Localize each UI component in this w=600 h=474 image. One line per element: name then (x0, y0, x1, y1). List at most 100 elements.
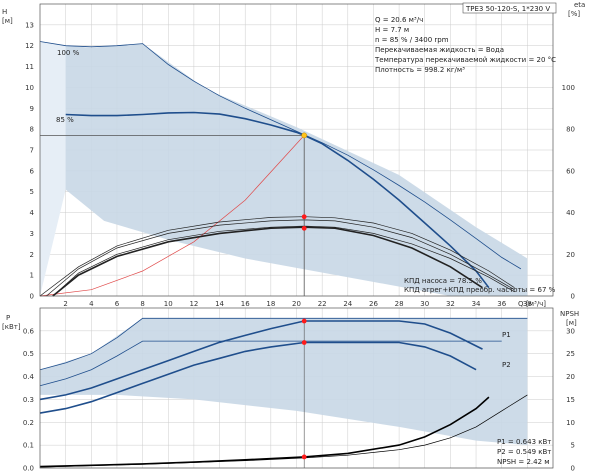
power-envelope (40, 318, 528, 446)
info-p1: P1 = 0.643 кВт (497, 438, 551, 446)
power-marker (301, 318, 307, 324)
eta-axis-unit: [%] (568, 10, 580, 18)
series-label-p2: P2 (502, 361, 511, 369)
power-tick-label: 0.0 (23, 465, 34, 473)
power-marker (301, 340, 307, 345)
head-tick-label: 10 (25, 84, 34, 92)
head-axis-unit: [м] (2, 17, 13, 25)
flow-tick-label: 36 (497, 300, 506, 308)
power-tick-label: 0.1 (23, 442, 34, 450)
flow-tick-label: 2 (63, 300, 67, 308)
eta-tick-label: 0 (571, 293, 575, 301)
head-tick-label: 7 (30, 147, 34, 155)
info-liquid: Перекачиваемая жидкость = Вода (375, 46, 504, 54)
head-tick-label: 6 (30, 167, 35, 175)
npsh-curve (39, 394, 528, 468)
eta-tick-label: 100 (562, 84, 575, 92)
power-tick-label: 0.3 (23, 396, 34, 404)
flow-tick-label: 38 (523, 300, 532, 308)
power-panel: 0.0 0.1 0.2 0.3 0.4 0.5 0.6 0 5 10 15 20 25 30 P [кВт… (2, 307, 579, 473)
series-label-p1: P1 (502, 331, 511, 339)
eta-tick-label: 40 (566, 209, 575, 217)
duty-point-marker (301, 132, 308, 139)
head-tick-label: 8 (30, 126, 34, 134)
npsh-axis-unit: [м] (566, 319, 577, 327)
npsh-axis-label: NPSH (560, 310, 579, 318)
info-p2: P2 = 0.549 кВт (497, 448, 551, 456)
efficiency-marker (301, 225, 307, 231)
head-ticks: 2 4 6 8 10 12 14 16 18 20 22 24 26 28 30 32 34 36 38012345… (25, 21, 575, 308)
head-tick-label: 13 (25, 21, 34, 29)
eta-tick-label: 60 (566, 167, 575, 175)
flow-tick-label: 22 (318, 300, 327, 308)
curve-label-85: 85 % (56, 116, 74, 124)
curve-label-100: 100 % (57, 49, 80, 57)
head-tick-label: 5 (30, 188, 34, 196)
npsh-tick-label: 0 (571, 465, 575, 473)
power-tick-label: 0.6 (23, 327, 35, 335)
efficiency-curve (52, 226, 483, 297)
flow-tick-label: 18 (266, 300, 275, 308)
flow-tick-label: 10 (164, 300, 173, 308)
flow-tick-label: 14 (215, 300, 224, 308)
flow-tick-label: 24 (343, 300, 352, 308)
flow-tick-label: 26 (369, 300, 378, 308)
flow-tick-label: 12 (189, 300, 198, 308)
power-axis-unit: [кВт] (2, 323, 21, 331)
info-speed: n = 85 % / 3400 rpm (375, 36, 449, 44)
power-curve (39, 317, 528, 371)
head-tick-label: 9 (30, 105, 34, 113)
npsh-marker (301, 454, 307, 460)
info-density: Плотность = 998.2 кг/м³ (375, 66, 465, 74)
info-flow: Q = 20.6 м³/ч (375, 16, 423, 24)
power-envelope-area (40, 318, 528, 446)
power-curve (39, 340, 502, 387)
eta-tick-label: 80 (566, 126, 575, 134)
head-curves (39, 41, 522, 297)
npsh-tick-label: 20 (566, 373, 575, 381)
model-name: TPE3 50-120-S, 1*230 V (465, 5, 550, 13)
flow-tick-label: 8 (140, 300, 144, 308)
flow-tick-label: 16 (241, 300, 250, 308)
system-curve (39, 135, 305, 297)
npsh-tick-label: 15 (566, 396, 575, 404)
flow-tick-label: 34 (472, 300, 481, 308)
power-tick-label: 0.4 (23, 373, 35, 381)
flow-axis-label: Q (518, 300, 524, 308)
power-axis-label: P (6, 314, 10, 322)
flow-tick-label: 6 (115, 300, 120, 308)
npsh-tick-label: 25 (566, 350, 575, 358)
head-tick-label: 0 (30, 293, 34, 301)
eta-axis-label: eta (574, 1, 585, 9)
power-plot-frame (39, 307, 554, 469)
power-tick-label: 0.5 (23, 350, 34, 358)
info-temperature: Температура перекачиваемой жидкости = 20… (374, 56, 556, 64)
power-curve (39, 320, 483, 401)
head-axis-label: H (2, 8, 7, 16)
head-tick-label: 2 (30, 251, 34, 259)
head-plot-frame (39, 3, 554, 297)
head-panel: 2 4 6 8 10 12 14 16 18 20 22 24 26 28 30 32 34 36 38012345… (2, 1, 585, 308)
head-tick-label: 11 (25, 63, 34, 71)
unit-efficiency-text: КПД агрег+КПД преобр. частоты = 67 % (404, 286, 556, 294)
model-box (462, 2, 557, 14)
power-tick-label: 0.2 (23, 419, 34, 427)
head-tick-label: 3 (30, 230, 34, 238)
npsh-tick-label: 30 (566, 327, 575, 335)
info-npsh: NPSH = 2.42 м (497, 458, 550, 466)
npsh-curve (39, 396, 490, 468)
power-ticks: 0.0 0.1 0.2 0.3 0.4 0.5 0.6 0 5 10 15 20 25 30 (23, 327, 575, 472)
head-envelope-light-area (40, 41, 66, 296)
flow-tick-label: 28 (395, 300, 404, 308)
flow-tick-label: 30 (420, 300, 429, 308)
eta-tick-label: 20 (566, 251, 575, 259)
info-head: H = 7.7 м (375, 26, 409, 34)
pump-efficiency-text: КПД насоса = 78.5 % (404, 277, 482, 285)
head-tick-label: 4 (30, 209, 35, 217)
head-tick-label: 1 (30, 272, 34, 280)
flow-tick-label: 4 (89, 300, 94, 308)
flow-tick-label: 32 (446, 300, 455, 308)
flow-axis-unit: [м³/ч] (526, 300, 546, 308)
npsh-tick-label: 5 (571, 442, 575, 450)
